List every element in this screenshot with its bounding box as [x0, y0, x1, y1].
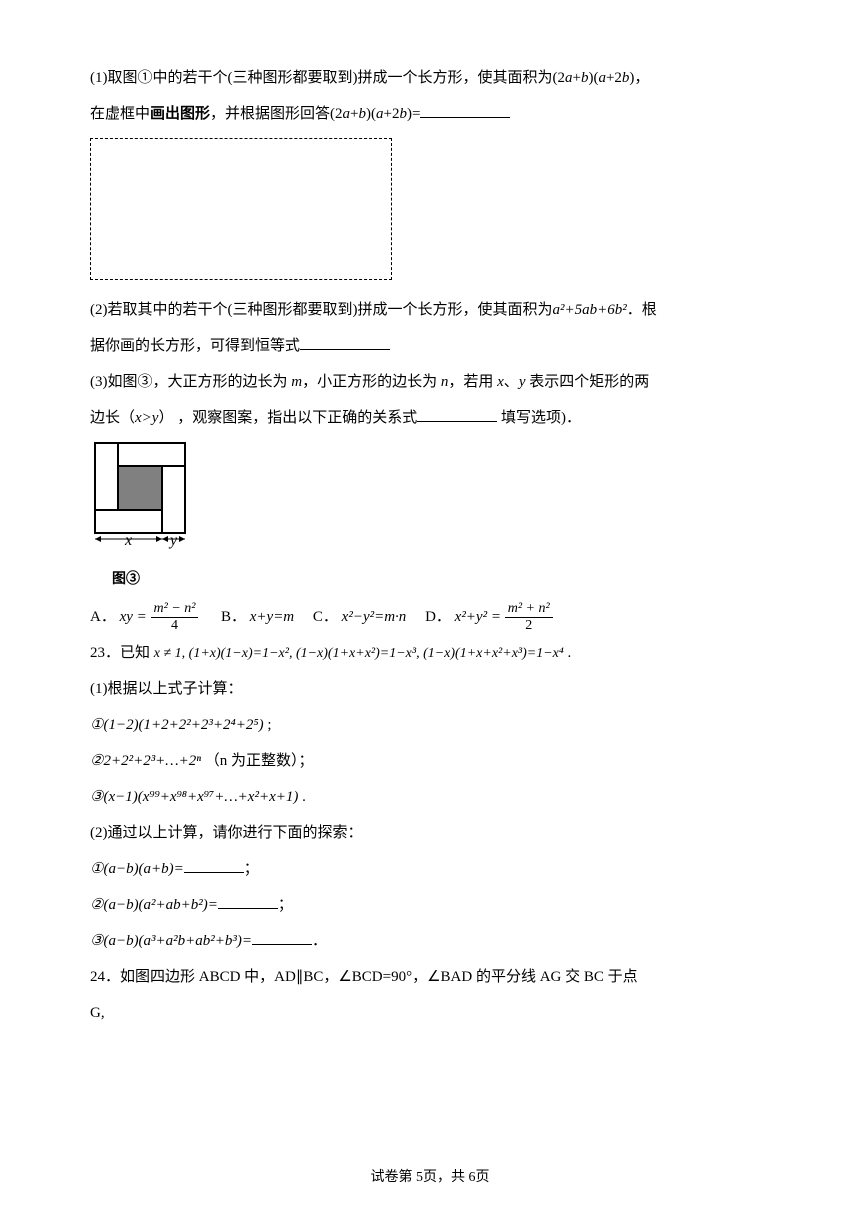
- q24-line1: 24．如图四边形 ABCD 中，AD∥BC，∠BCD=90°，∠BAD 的平分线…: [90, 959, 770, 995]
- text: ，小正方形的边长为: [302, 374, 441, 390]
- option-c: x²−y²=m·n: [342, 609, 407, 625]
- var-a: a: [598, 70, 606, 86]
- fill-blank[interactable]: [252, 929, 312, 945]
- q22-options: A． xy = m² − n² 4 B． x+y=m C． x²−y²=m·n …: [90, 599, 770, 635]
- expr: ①(1−2)(1+2+2²+2³+2⁴+2⁵): [90, 717, 264, 733]
- text: )(: [588, 70, 598, 86]
- q22-part3-line2: 边长（x>y） ，观察图案，指出以下正确的关系式 填写选项)．: [90, 400, 770, 436]
- fill-blank[interactable]: [417, 406, 497, 422]
- var-b: b: [399, 106, 407, 122]
- text: 、: [504, 374, 519, 390]
- figure-3-svg: x y: [90, 440, 190, 555]
- frac-num: m² + n²: [505, 601, 553, 617]
- total-pages: 6: [469, 1170, 476, 1185]
- y-label: y: [168, 532, 178, 549]
- text: .: [298, 789, 306, 805]
- q22-part2-line2: 据你画的长方形，可得到恒等式: [90, 328, 770, 364]
- xy-gt: x>y: [135, 410, 158, 426]
- footer-c: 页: [476, 1170, 490, 1185]
- option-b-label: B．: [221, 609, 246, 625]
- text: ，若用: [448, 374, 497, 390]
- text: 表示四个矩形的两: [525, 374, 649, 390]
- expr: ②2+2²+2³+…+2ⁿ: [90, 753, 201, 769]
- var-m: m: [291, 374, 302, 390]
- text: 边长（: [90, 410, 135, 426]
- option-a-frac: m² − n² 4: [151, 601, 199, 633]
- option-a-lhs: xy =: [120, 609, 151, 625]
- text: .: [564, 645, 572, 661]
- frac-den: 4: [151, 618, 199, 633]
- text: ） ，观察图案，指出以下正确的关系式: [158, 410, 417, 426]
- fill-blank[interactable]: [218, 893, 278, 909]
- text: (3)如图③，大正方形的边长为: [90, 374, 291, 390]
- q22-part1-line2: 在虚框中画出图形，并根据图形回答(2a+b)(a+2b)=: [90, 96, 770, 132]
- x-label: x: [124, 532, 132, 549]
- var-a: a: [565, 70, 573, 86]
- text: ．根: [627, 302, 657, 318]
- text: ；: [244, 861, 259, 877]
- frac-den: 2: [505, 618, 553, 633]
- q22-part1-line1: (1)取图①中的若干个(三种图形都要取到)拼成一个长方形，使其面积为(2a+b)…: [90, 60, 770, 96]
- q24-line2: G,: [90, 995, 770, 1031]
- q23-e1: ①(a−b)(a+b)= ；: [90, 851, 770, 887]
- page-number: 5: [416, 1170, 423, 1185]
- text: +2: [606, 70, 622, 86]
- q23-p2: (2)通过以上计算，请你进行下面的探索：: [90, 815, 770, 851]
- text: )，: [629, 70, 649, 86]
- text: 23．已知: [90, 645, 154, 661]
- fill-blank[interactable]: [420, 102, 510, 118]
- var-b: b: [359, 106, 367, 122]
- figure-label: 图③: [112, 563, 770, 597]
- q23-i2: ②2+2²+2³+…+2ⁿ （n 为正整数）；: [90, 743, 770, 779]
- text: +2: [384, 106, 400, 122]
- footer-a: 试卷第: [371, 1170, 417, 1185]
- option-d-label: D．: [425, 609, 451, 625]
- q23-p1: (1)根据以上式子计算：: [90, 671, 770, 707]
- var-a: a: [343, 106, 351, 122]
- option-a-label: A．: [90, 609, 116, 625]
- bold-text: 画出图形: [150, 106, 210, 122]
- text: ；: [278, 897, 293, 913]
- q22-part2-line1: (2)若取其中的若干个(三种图形都要取到)拼成一个长方形，使其面积为a²+5ab…: [90, 292, 770, 328]
- option-d-lhs: x²+y² =: [455, 609, 505, 625]
- text: ，并根据图形回答(2: [210, 106, 343, 122]
- expr: a²+5ab+6b²: [552, 302, 626, 318]
- q22-part3-line1: (3)如图③，大正方形的边长为 m，小正方形的边长为 n，若用 x、y 表示四个…: [90, 364, 770, 400]
- fill-blank[interactable]: [184, 857, 244, 873]
- page-content: (1)取图①中的若干个(三种图形都要取到)拼成一个长方形，使其面积为(2a+b)…: [0, 0, 860, 1071]
- text: )=: [407, 106, 420, 122]
- footer-b: 页，共: [423, 1170, 469, 1185]
- expr: ③(a−b)(a³+a²b+ab²+b³)=: [90, 933, 252, 949]
- fill-blank[interactable]: [300, 334, 390, 350]
- q23-e3: ③(a−b)(a³+a²b+ab²+b³)= ．: [90, 923, 770, 959]
- text: (2)若取其中的若干个(三种图形都要取到)拼成一个长方形，使其面积为: [90, 302, 552, 318]
- var-x: x: [497, 374, 504, 390]
- q23-e2: ②(a−b)(a²+ab+b²)= ；: [90, 887, 770, 923]
- expr: ③(x−1)(x⁹⁹+x⁹⁸+x⁹⁷+…+x²+x+1): [90, 789, 298, 805]
- var-a: a: [376, 106, 384, 122]
- page-footer: 试卷第 5页，共 6页: [0, 1166, 860, 1186]
- text: )(: [366, 106, 376, 122]
- q23-head: 23．已知 x ≠ 1, (1+x)(1−x)=1−x², (1−x)(1+x+…: [90, 635, 770, 671]
- q23-i3: ③(x−1)(x⁹⁹+x⁹⁸+x⁹⁷+…+x²+x+1) .: [90, 779, 770, 815]
- q23-i1: ①(1−2)(1+2+2²+2³+2⁴+2⁵) ;: [90, 707, 770, 743]
- option-b: x+y=m: [250, 609, 294, 625]
- figure-3: x y 图③: [90, 440, 770, 597]
- text: 填写选项)．: [497, 410, 581, 426]
- frac-num: m² − n²: [151, 601, 199, 617]
- expr: ①(a−b)(a+b)=: [90, 861, 184, 877]
- text: ;: [264, 717, 272, 733]
- drawing-area[interactable]: [90, 138, 392, 280]
- text: ．: [312, 933, 327, 949]
- text: 据你画的长方形，可得到恒等式: [90, 338, 300, 354]
- text: （n 为正整数）；: [205, 753, 314, 769]
- option-d-frac: m² + n² 2: [505, 601, 553, 633]
- expr: ②(a−b)(a²+ab+b²)=: [90, 897, 218, 913]
- option-c-label: C．: [313, 609, 338, 625]
- expr: x ≠ 1, (1+x)(1−x)=1−x², (1−x)(1+x+x²)=1−…: [154, 646, 564, 661]
- text: 在虚框中: [90, 106, 150, 122]
- text: (1)取图①中的若干个(三种图形都要取到)拼成一个长方形，使其面积为(2: [90, 70, 565, 86]
